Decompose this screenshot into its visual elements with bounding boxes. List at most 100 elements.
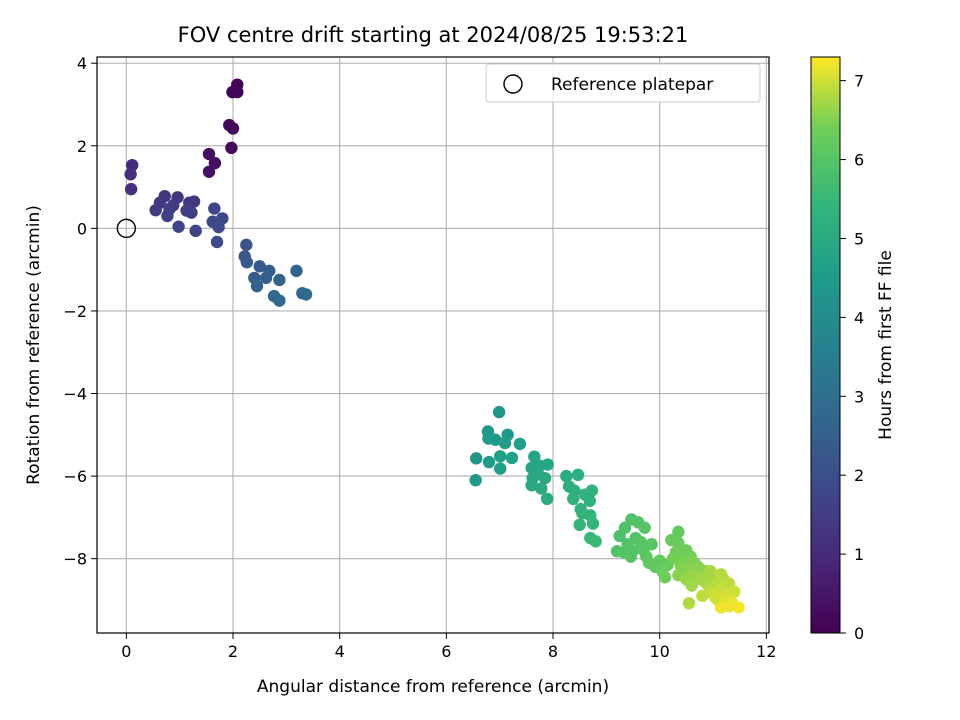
y-tick-label: 0 [77, 219, 87, 238]
data-point [482, 455, 496, 469]
data-point [240, 256, 254, 269]
y-tick-label: 2 [77, 137, 87, 156]
x-tick-label: 6 [441, 642, 451, 661]
y-tick-label: −6 [63, 467, 87, 486]
data-point [161, 209, 174, 223]
x-axis-title: Angular distance from reference (arcmin) [257, 677, 609, 697]
data-point [470, 452, 483, 465]
data-point [525, 478, 538, 492]
data-point [189, 224, 202, 238]
data-point [149, 203, 162, 217]
data-point [498, 436, 512, 450]
data-point [589, 535, 602, 548]
colorbar-tick-label: 3 [854, 387, 864, 406]
x-tick-label: 2 [228, 642, 238, 661]
data-point [672, 536, 685, 550]
colorbar-title: Hours from first FF file [876, 250, 896, 440]
data-point [513, 437, 527, 451]
data-point [202, 165, 216, 178]
data-point [489, 433, 502, 446]
data-point [210, 235, 224, 249]
data-point [685, 579, 698, 592]
data-point [658, 571, 672, 584]
data-point [540, 492, 554, 506]
data-point [202, 147, 216, 161]
data-point [208, 156, 222, 170]
x-tick-label: 12 [756, 642, 776, 661]
data-point [124, 182, 138, 196]
data-point [185, 206, 198, 219]
data-point [226, 122, 240, 135]
data-point [696, 589, 709, 603]
data-point [208, 202, 221, 215]
data-point [704, 564, 717, 578]
x-tick-label: 10 [649, 642, 669, 661]
data-point [638, 521, 651, 534]
legend-box [485, 63, 761, 103]
data-point [583, 494, 596, 508]
data-point [586, 517, 600, 530]
data-point [714, 568, 728, 581]
x-tick-label: 8 [548, 642, 558, 661]
data-point [732, 601, 745, 614]
data-point [225, 141, 238, 155]
data-point [124, 168, 137, 181]
data-point [709, 591, 722, 605]
reference-platepar-marker [116, 218, 137, 239]
data-point [273, 294, 286, 307]
data-point [494, 462, 507, 475]
data-point [273, 273, 286, 287]
colorbar-ticks: 0 1 2 3 4 5 6 7 [840, 72, 864, 643]
data-point [613, 529, 626, 543]
data-point [538, 471, 552, 485]
y-tick-label: −8 [63, 550, 87, 569]
data-point [259, 271, 273, 285]
colorbar-tick-label: 5 [854, 229, 864, 248]
colorbar-tick-label: 6 [854, 151, 864, 170]
legend-marker-reference [503, 74, 523, 94]
data-points [124, 78, 745, 614]
grid-lines [97, 57, 769, 633]
data-point [240, 238, 253, 252]
data-point [469, 474, 482, 487]
data-point [722, 599, 736, 613]
data-point [187, 195, 201, 208]
data-point [494, 450, 507, 463]
colorbar-gradient [810, 56, 841, 634]
data-point [253, 260, 266, 273]
data-point [250, 279, 264, 293]
plot-frame [96, 56, 770, 634]
data-point [573, 518, 586, 532]
data-point [672, 525, 685, 539]
colorbar-tick-label: 0 [854, 624, 864, 643]
data-point [571, 468, 585, 482]
colorbar: 0 1 2 3 4 5 6 7 Hours from first FF file [810, 56, 896, 643]
x-tick-label: 4 [335, 642, 345, 661]
data-point [682, 597, 696, 610]
chart-title: FOV centre drift starting at 2024/08/25 … [178, 23, 689, 47]
data-point [212, 220, 225, 234]
data-point [624, 550, 638, 563]
colorbar-tick-label: 7 [854, 72, 864, 91]
data-point [567, 492, 580, 506]
data-point [492, 405, 506, 419]
x-tick-label: 0 [121, 642, 131, 661]
legend: Reference platepar [485, 63, 761, 103]
y-tick-label: −2 [63, 302, 87, 321]
data-point [560, 469, 573, 483]
colorbar-tick-label: 4 [854, 308, 864, 327]
data-point [535, 482, 548, 495]
colorbar-tick-label: 1 [854, 545, 864, 564]
data-point [231, 85, 244, 99]
data-point [172, 220, 185, 233]
data-point [505, 451, 519, 465]
axis-ticks: 0 2 4 6 8 10 12 −8 −6 −4 −2 0 2 4 [63, 54, 776, 661]
data-point [299, 288, 313, 301]
data-point [528, 450, 541, 463]
y-tick-label: −4 [63, 385, 87, 404]
data-point [290, 264, 303, 278]
colorbar-tick-label: 2 [854, 466, 864, 485]
y-tick-label: 4 [77, 54, 87, 73]
data-point [666, 552, 680, 565]
